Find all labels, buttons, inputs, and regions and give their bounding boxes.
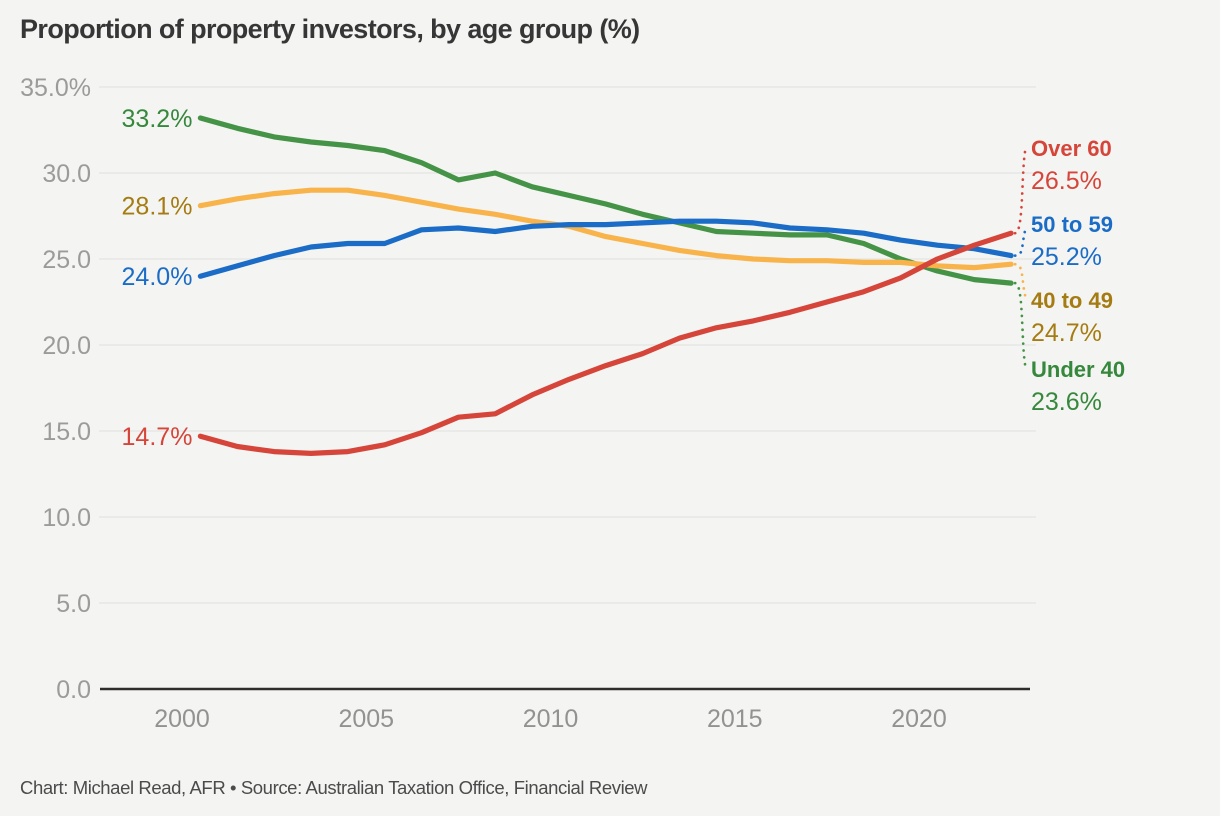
series-start-label-40-to-49: 28.1% xyxy=(122,193,193,221)
x-tick-label-2005: 2005 xyxy=(338,705,394,733)
series-end-name-40-to-49: 40 to 49 xyxy=(1031,288,1113,313)
series-end-value-under-40: 23.6% xyxy=(1031,388,1102,416)
y-tick-label-15: 15.0 xyxy=(42,418,91,446)
series-end-name-50-to-59: 50 to 59 xyxy=(1031,212,1113,237)
series-line-40-to-49 xyxy=(197,187,1014,271)
leader-line-over-60 xyxy=(1013,145,1028,235)
leader-line-40-to-49 xyxy=(1013,262,1028,301)
chart-source-credit: Chart: Michael Read, AFR • Source: Austr… xyxy=(20,777,648,798)
series-end-value-50-to-59: 25.2% xyxy=(1031,243,1102,271)
y-tick-label-5: 5.0 xyxy=(56,590,91,618)
series-end-value-40-to-49: 24.7% xyxy=(1031,319,1102,347)
x-tick-label-2015: 2015 xyxy=(707,705,763,733)
y-tick-label-30: 30.0 xyxy=(42,160,91,188)
series-start-label-under-40: 33.2% xyxy=(122,105,193,133)
y-tick-label-10: 10.0 xyxy=(42,504,91,532)
series-end-value-over-60: 26.5% xyxy=(1031,167,1102,195)
y-tick-label-0: 0.0 xyxy=(56,676,91,704)
y-tick-label-35: 35.0% xyxy=(20,74,91,102)
series-line-50-to-59 xyxy=(197,218,1014,279)
series-line-under-40 xyxy=(197,115,1014,286)
series-end-name-over-60: Over 60 xyxy=(1031,136,1112,161)
series-end-name-under-40: Under 40 xyxy=(1031,357,1125,382)
series-start-label-over-60: 14.7% xyxy=(122,423,193,451)
series-line-over-60 xyxy=(197,230,1014,456)
page-title: Proportion of property investors, by age… xyxy=(20,14,640,44)
x-tick-label-2010: 2010 xyxy=(523,705,579,733)
y-tick-label-20: 20.0 xyxy=(42,332,91,360)
series-start-label-50-to-59: 24.0% xyxy=(122,263,193,291)
leader-line-50-to-59 xyxy=(1013,225,1028,257)
x-tick-label-2020: 2020 xyxy=(891,705,947,733)
y-tick-label-25: 25.0 xyxy=(42,246,91,274)
x-tick-label-2000: 2000 xyxy=(154,705,210,733)
